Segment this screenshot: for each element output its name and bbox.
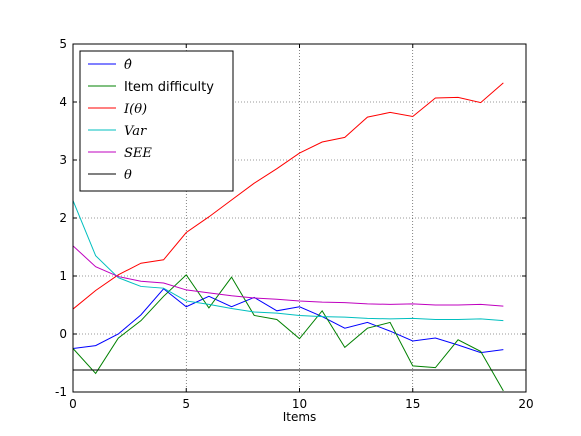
- plot-area: [73, 82, 526, 392]
- legend-label: Var: [124, 124, 147, 139]
- y-tick-label: 4: [59, 95, 67, 109]
- legend-label: SEE: [124, 146, 152, 161]
- x-tick-label: 0: [69, 397, 77, 411]
- y-tick-label: 2: [59, 211, 67, 225]
- legend: θ̂ Item difficulty I(θ) Var SEE θ: [79, 50, 234, 192]
- series-line-1: [73, 274, 504, 392]
- legend-label: I(θ): [123, 102, 147, 117]
- legend-label: θ̂: [124, 58, 132, 73]
- y-tick-label: 3: [59, 153, 67, 167]
- y-tick-label: -1: [55, 385, 67, 399]
- x-tick-label: 20: [518, 397, 533, 411]
- y-tick-label: 1: [59, 269, 67, 283]
- legend-label: Item difficulty: [124, 80, 214, 95]
- legend-box: [79, 50, 234, 192]
- series-line-2: [73, 82, 504, 310]
- x-axis-label: Items: [283, 410, 317, 424]
- x-tick-label: 10: [292, 397, 307, 411]
- series-layer: [73, 82, 526, 392]
- y-tick-label: 0: [59, 327, 67, 341]
- y-tick-label: 5: [59, 37, 67, 51]
- series-line-3: [73, 200, 504, 322]
- legend-label: θ: [124, 168, 132, 183]
- series-line-4: [73, 245, 504, 307]
- series-line-0: [73, 288, 504, 354]
- x-tick-label: 5: [182, 397, 190, 411]
- x-tick-label: 15: [405, 397, 420, 411]
